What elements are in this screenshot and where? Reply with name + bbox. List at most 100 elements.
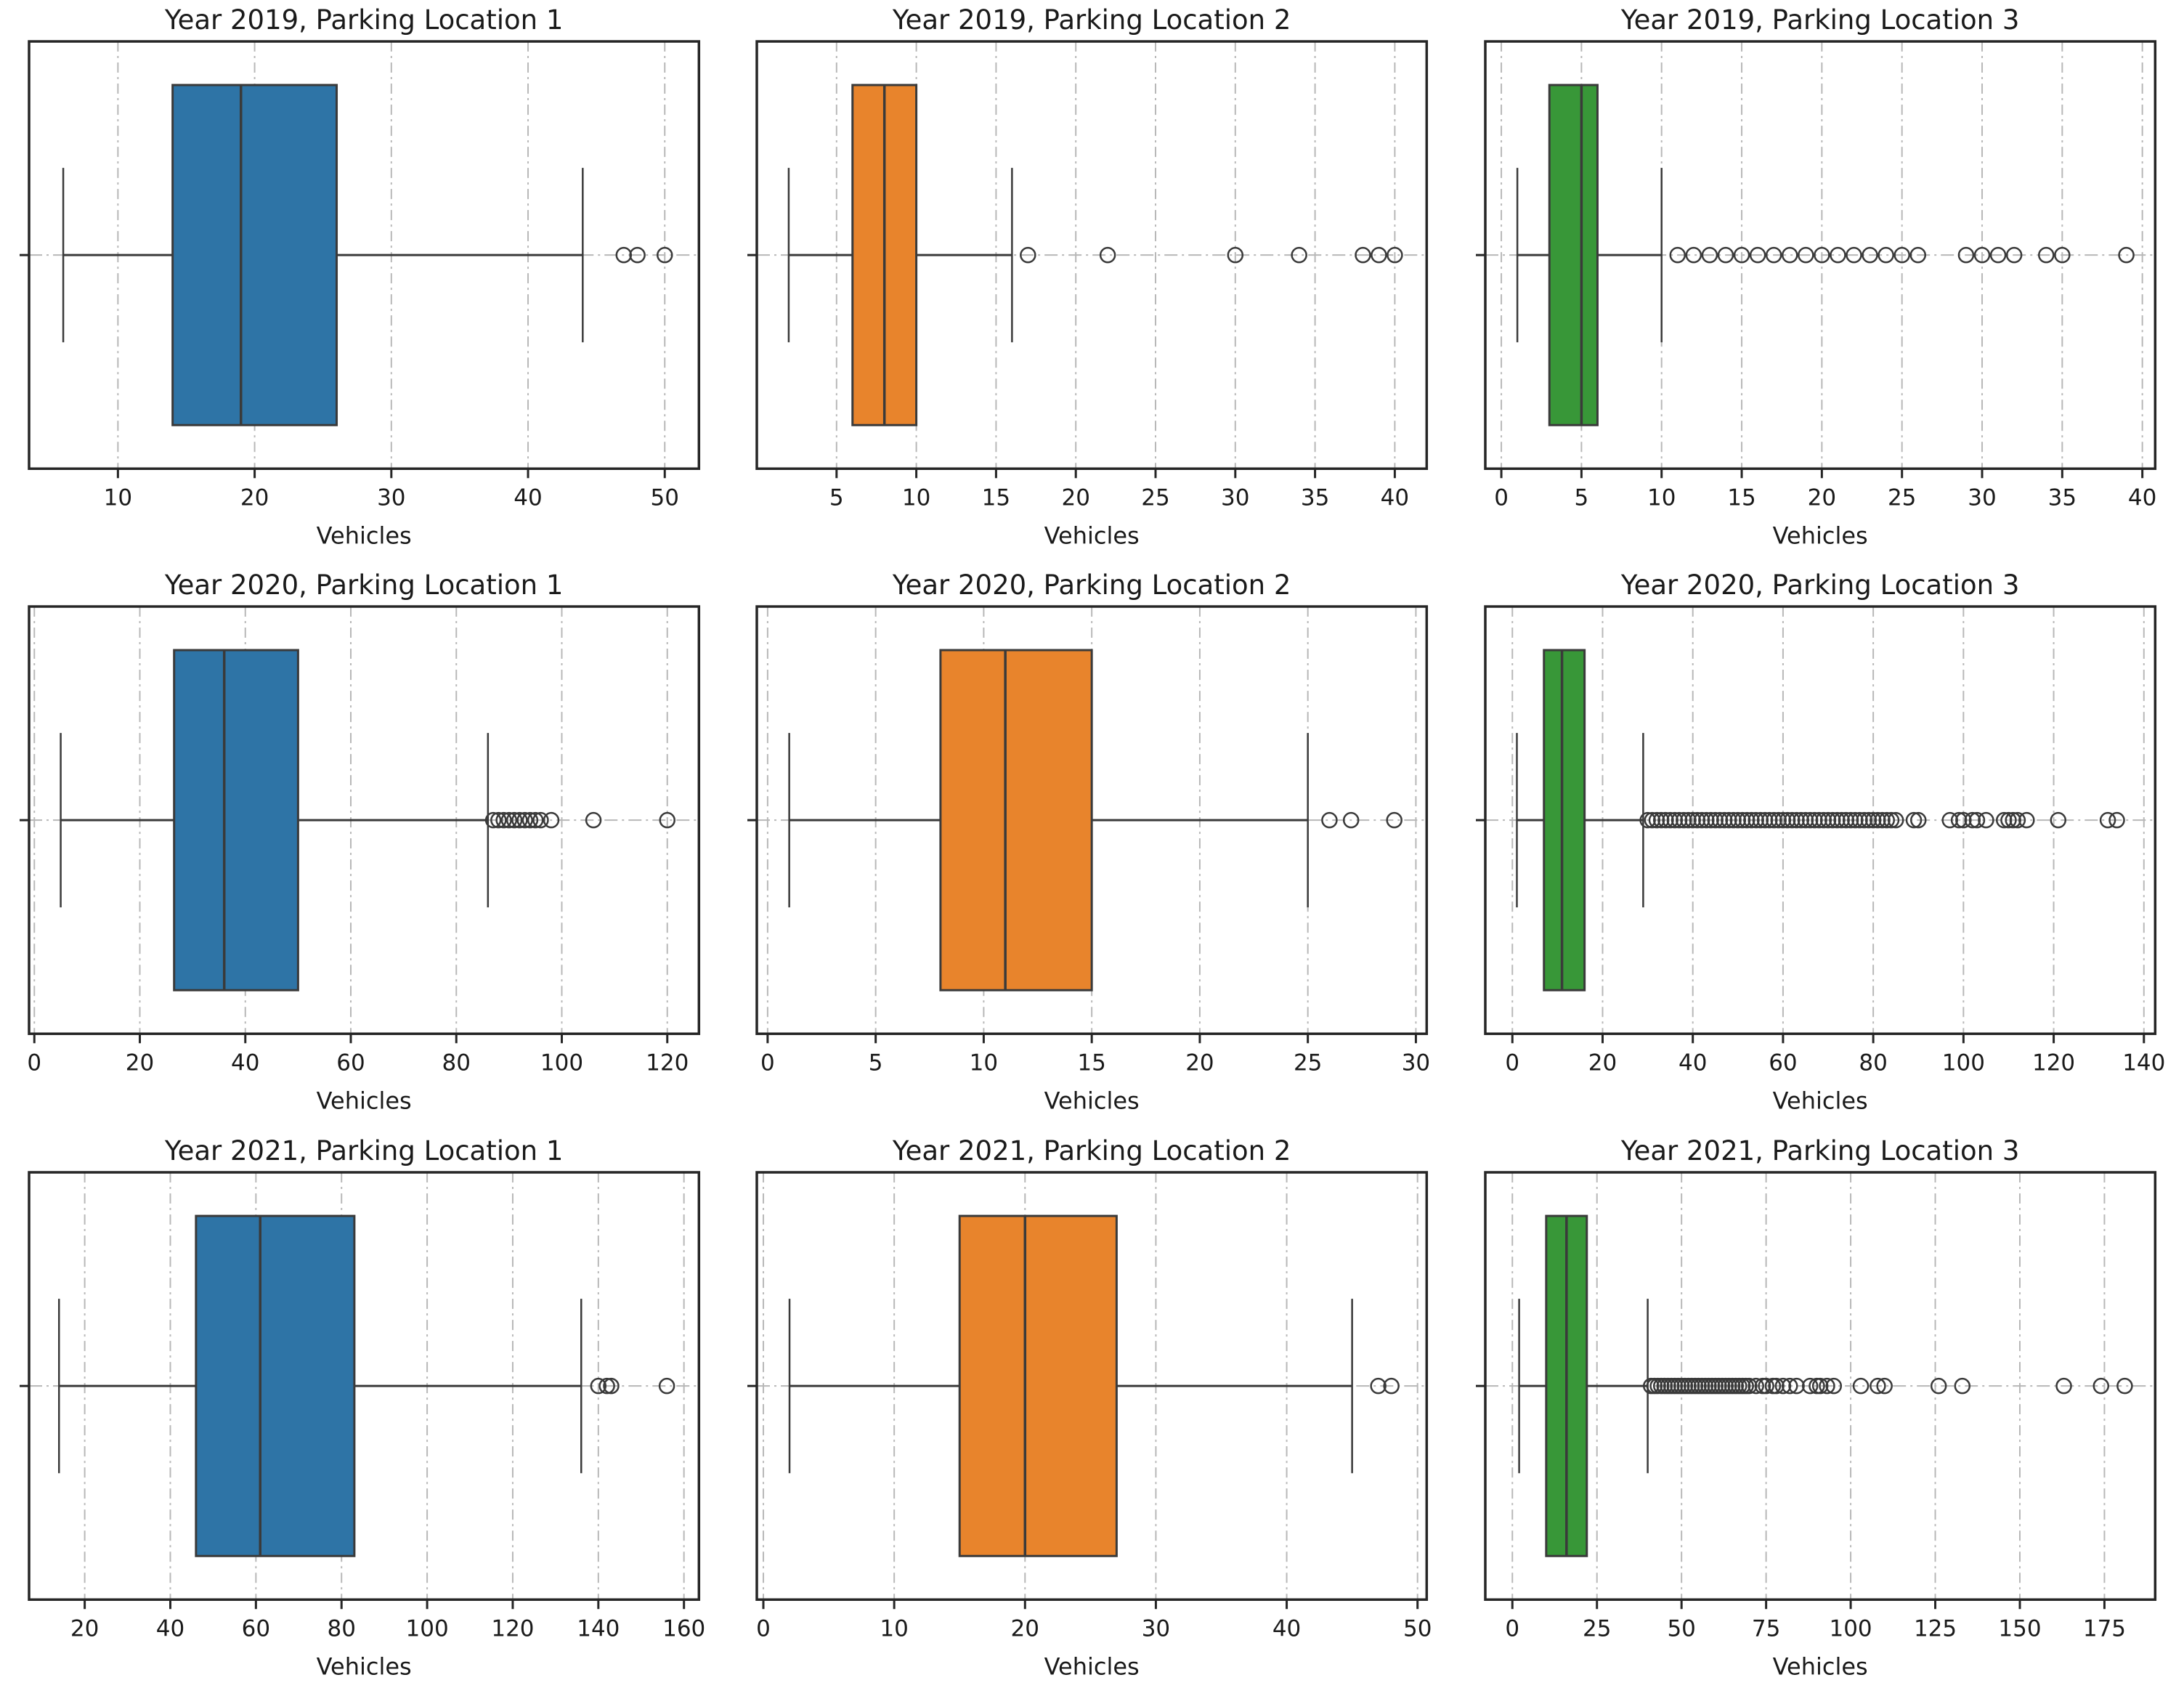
x-axis-label: Vehicles	[317, 1087, 412, 1115]
outlier-point	[1639, 812, 1656, 829]
outlier-point	[1797, 812, 1814, 829]
outlier-point	[1833, 812, 1850, 829]
x-tick-label: 20	[126, 1050, 154, 1076]
x-tick-label: 35	[2047, 484, 2076, 511]
x-tick-label: 0	[1505, 1615, 1519, 1642]
outlier-point	[1815, 812, 1832, 829]
boxplot-chart-3: Year 2019, Parking Location 3 0 5 10 15 20 25 3…	[1475, 4, 2156, 549]
outlier-point	[1662, 812, 1678, 829]
subplot-cell-4: Year 2020, Parking Location 1 0 20 40 60 80 10…	[0, 565, 728, 1130]
outlier-point	[1869, 1377, 1886, 1395]
x-tick-label: 100	[1941, 1050, 1984, 1076]
outlier-point	[1383, 1377, 1400, 1395]
outlier-point	[1846, 812, 1864, 829]
boxplot-chart-8: Year 2021, Parking Location 2 0 10 20 30 40 50…	[747, 1135, 1432, 1680]
outlier-point	[1825, 1377, 1842, 1395]
outlier-point	[1702, 812, 1719, 829]
iqr-box	[959, 1214, 1119, 1557]
outlier-point	[1720, 812, 1737, 829]
outlier-point	[1685, 246, 1702, 264]
outlier-point	[1909, 812, 1927, 829]
x-tick-label: 10	[880, 1615, 909, 1642]
outlier-point	[1648, 812, 1665, 829]
outlier-point	[1321, 812, 1339, 829]
outlier-point	[1930, 1377, 1947, 1395]
x-tick-label: 10	[104, 484, 132, 511]
chart-title: Year 2021, Parking Location 3	[1620, 1135, 2019, 1166]
outlier-point	[1964, 812, 1981, 829]
x-tick-label: 20	[70, 1615, 99, 1642]
outlier-point	[1824, 812, 1841, 829]
subplot-cell-8: Year 2021, Parking Location 2 0 10 20 30 40 50…	[728, 1131, 1456, 1696]
outlier-point	[1371, 246, 1388, 264]
subplot-cell-6: Year 2020, Parking Location 3 0 20 40 60 80 10…	[1456, 565, 2184, 1130]
x-tick-label: 50	[651, 484, 679, 511]
x-tick-label: 50	[1403, 1615, 1432, 1642]
x-tick-label: 50	[1667, 1615, 1695, 1642]
outlier-point	[1020, 246, 1036, 264]
x-tick-label: 160	[662, 1615, 705, 1642]
outlier-point	[1729, 812, 1746, 829]
x-tick-label: 15	[1078, 1050, 1106, 1076]
outlier-point	[1869, 812, 1886, 829]
iqr-box	[1542, 649, 1586, 992]
outlier-point	[1995, 812, 2013, 829]
boxplot-chart-4: Year 2020, Parking Location 1 0 20 40 60 80 10…	[20, 569, 701, 1115]
outlier-point	[1740, 1377, 1758, 1395]
outlier-point	[657, 246, 673, 264]
outlier-point	[1838, 812, 1854, 829]
outlier-point	[1701, 246, 1718, 264]
x-tick-label: 140	[2122, 1050, 2165, 1076]
outlier-point	[1779, 812, 1796, 829]
outlier-point	[629, 246, 646, 264]
subplot-cell-3: Year 2019, Parking Location 3 0 5 10 15 20 25 3…	[1456, 0, 2184, 565]
outlier-point	[521, 812, 539, 829]
x-tick-label: 5	[1574, 484, 1588, 511]
outlier-point	[1856, 812, 1872, 829]
outlier-point	[1733, 246, 1750, 264]
iqr-box	[939, 649, 1093, 992]
outlier-point	[1768, 1377, 1785, 1395]
outlier-point	[1873, 812, 1891, 829]
x-tick-label: 0	[1505, 1050, 1519, 1076]
chart-title: Year 2019, Parking Location 3	[1620, 4, 2019, 36]
x-tick-label: 30	[1221, 484, 1249, 511]
x-tick-label: 10	[970, 1050, 998, 1076]
outlier-point	[2099, 812, 2116, 829]
x-axis-label: Vehicles	[1772, 522, 1867, 549]
outlier-point	[1657, 812, 1674, 829]
x-axis-label: Vehicles	[1044, 522, 1140, 549]
chart-title: Year 2021, Parking Location 1	[164, 1135, 563, 1166]
outlier-point	[2005, 812, 2021, 829]
x-tick-label: 5	[829, 484, 844, 511]
outlier-point	[543, 812, 560, 829]
x-tick-label: 0	[756, 1615, 771, 1642]
x-tick-label: 40	[1272, 1615, 1301, 1642]
outlier-point	[1941, 812, 1958, 829]
x-tick-label: 60	[336, 1050, 365, 1076]
outlier-point	[1669, 246, 1686, 264]
outlier-point	[1711, 812, 1728, 829]
x-axis-label: Vehicles	[1772, 1652, 1867, 1680]
outlier-point	[1765, 812, 1782, 829]
outlier-point	[1973, 246, 1990, 264]
boxplot-chart-7: Year 2021, Parking Location 1 20 40 60 80 100…	[20, 1135, 705, 1680]
outlier-point	[1905, 812, 1922, 829]
chart-title: Year 2021, Parking Location 2	[892, 1135, 1291, 1166]
outlier-point	[1954, 1377, 1970, 1395]
chart-title: Year 2020, Parking Location 3	[1620, 569, 2019, 601]
outlier-point	[1845, 246, 1862, 264]
iqr-box	[1548, 84, 1599, 426]
boxplot-chart-5: Year 2020, Parking Location 2 0 5 10 15 20 25 3…	[747, 569, 1430, 1115]
x-axis-label: Vehicles	[1772, 1087, 1867, 1115]
outlier-point	[1758, 1377, 1774, 1395]
outlier-point	[1819, 812, 1836, 829]
outlier-point	[2000, 812, 2017, 829]
outlier-point	[1761, 812, 1778, 829]
outlier-point	[1742, 812, 1760, 829]
outlier-point	[1386, 812, 1403, 829]
outlier-point	[495, 812, 512, 829]
outlier-point	[1684, 812, 1701, 829]
x-tick-label: 40	[231, 1050, 259, 1076]
outlier-point	[1693, 812, 1710, 829]
